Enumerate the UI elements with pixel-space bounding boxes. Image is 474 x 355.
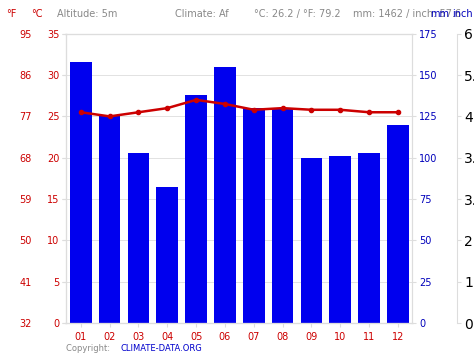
Text: inch: inch: [452, 9, 473, 19]
Bar: [329, 156, 351, 323]
Text: °C: 26.2 / °F: 79.2: °C: 26.2 / °F: 79.2: [254, 9, 340, 19]
Bar: [99, 116, 120, 323]
Bar: [185, 95, 207, 323]
Text: Climate: Af: Climate: Af: [175, 9, 229, 19]
Bar: [358, 153, 380, 323]
Text: Copyright:: Copyright:: [66, 344, 113, 353]
Bar: [387, 125, 409, 323]
Text: °F: °F: [6, 9, 16, 19]
Bar: [214, 67, 236, 323]
Bar: [243, 108, 264, 323]
Bar: [156, 187, 178, 323]
Bar: [272, 108, 293, 323]
Text: mm: mm: [430, 9, 449, 19]
Text: CLIMATE-DATA.ORG: CLIMATE-DATA.ORG: [121, 344, 202, 353]
Text: Altitude: 5m: Altitude: 5m: [57, 9, 117, 19]
Bar: [301, 158, 322, 323]
Text: °C: °C: [31, 9, 42, 19]
Bar: [70, 62, 91, 323]
Text: mm: 1462 / inch: 57.6: mm: 1462 / inch: 57.6: [353, 9, 461, 19]
Bar: [128, 153, 149, 323]
